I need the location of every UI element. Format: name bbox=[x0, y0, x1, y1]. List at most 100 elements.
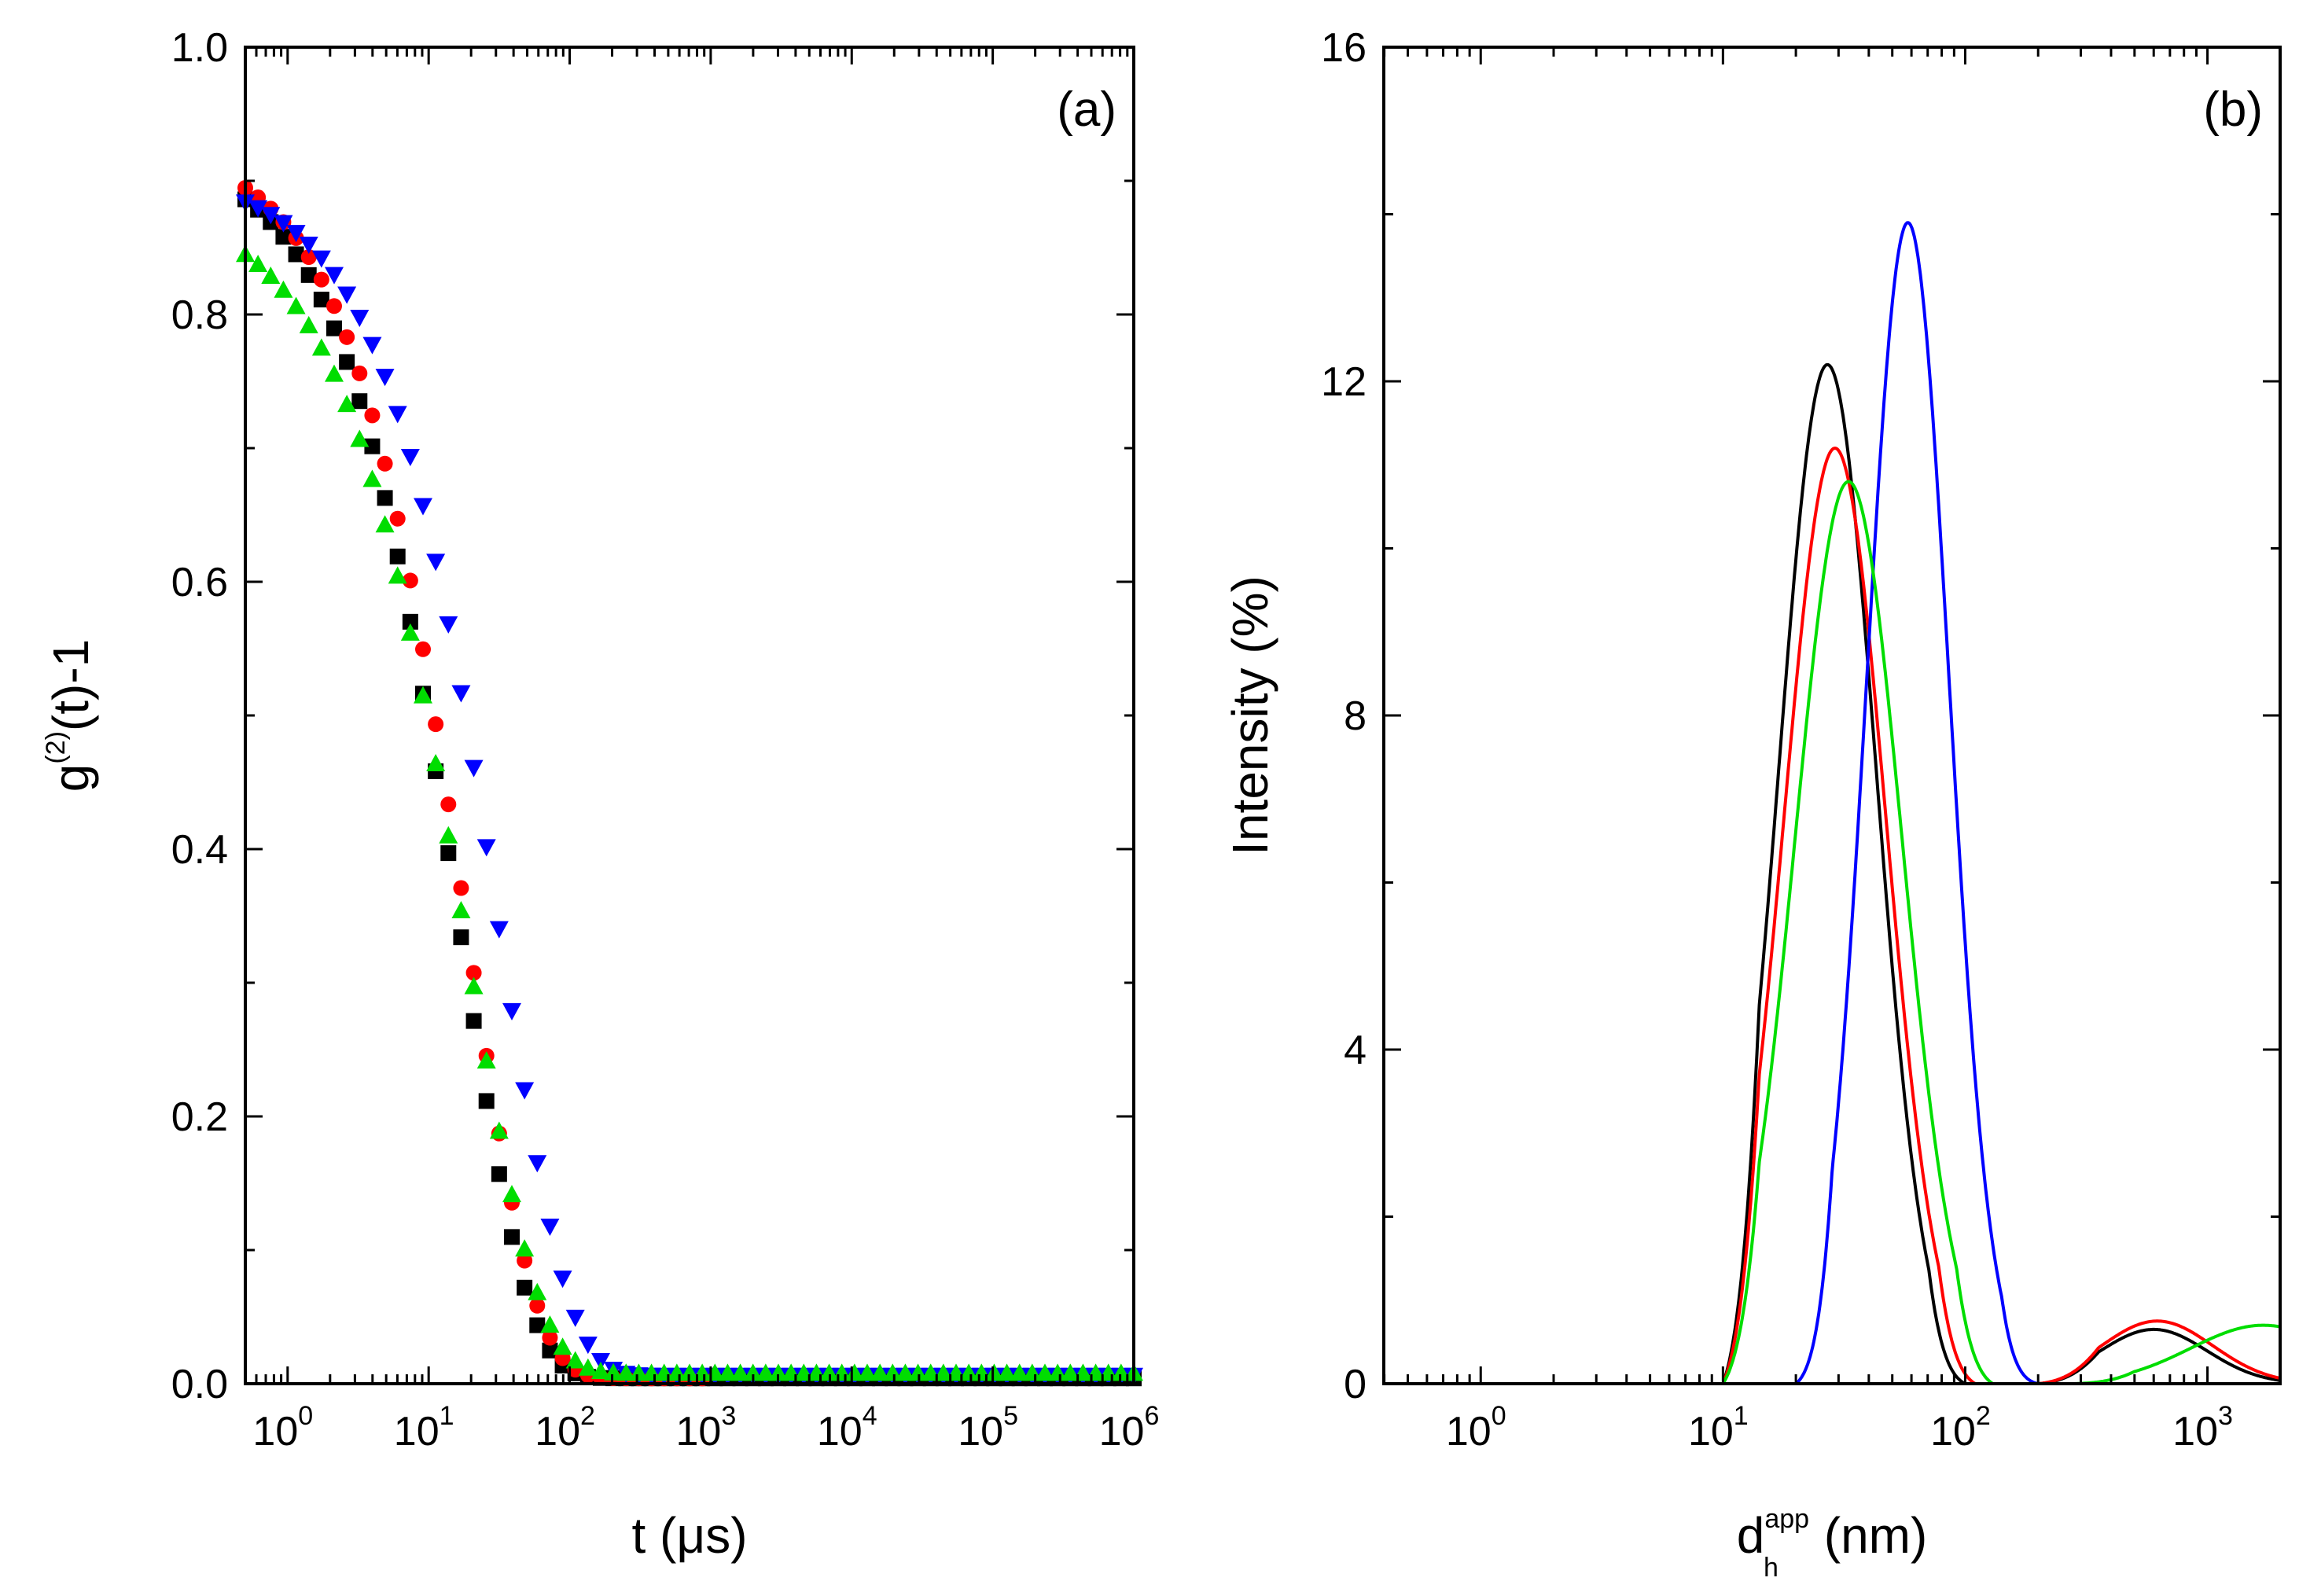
data-point-green bbox=[718, 1363, 738, 1381]
panel-b-xtick-label: 100 bbox=[1446, 1401, 1506, 1454]
data-point-blue bbox=[439, 616, 458, 634]
data-point-green bbox=[502, 1185, 521, 1203]
panel-b-xtick-label-exp: 2 bbox=[1976, 1401, 1991, 1431]
panel-a-label: (a) bbox=[1057, 83, 1116, 137]
data-point-blue bbox=[299, 236, 318, 254]
data-point-green bbox=[311, 338, 331, 356]
data-point-black bbox=[491, 1166, 507, 1182]
data-point-blue bbox=[325, 267, 344, 285]
data-point-green bbox=[616, 1363, 636, 1381]
data-point-red bbox=[440, 796, 457, 813]
data-point-blue bbox=[362, 336, 382, 355]
panel-a-xtick-label-base: 10 bbox=[252, 1409, 298, 1454]
data-point-blue bbox=[388, 406, 407, 424]
data-point-blue bbox=[451, 685, 471, 703]
data-point-green bbox=[350, 429, 370, 447]
data-point-black bbox=[504, 1229, 520, 1245]
data-point-green bbox=[591, 1362, 610, 1380]
panel-a-xtick-label-exp: 3 bbox=[721, 1401, 736, 1431]
panel-a-ytick-label: 1.0 bbox=[171, 25, 228, 71]
data-point-blue bbox=[578, 1337, 598, 1355]
data-point-green bbox=[261, 267, 281, 285]
panel-b-xtick-label-base: 10 bbox=[1446, 1409, 1492, 1454]
data-point-green bbox=[642, 1363, 661, 1381]
data-point-black bbox=[339, 354, 355, 370]
data-point-red bbox=[313, 271, 329, 288]
data-point-red bbox=[428, 716, 444, 733]
data-point-blue bbox=[311, 250, 331, 268]
series-blue bbox=[236, 194, 1143, 1385]
data-point-blue bbox=[502, 1002, 521, 1020]
data-point-blue bbox=[261, 207, 281, 225]
panel-a-xtick-label-exp: 6 bbox=[1144, 1401, 1159, 1431]
data-point-green bbox=[274, 280, 293, 298]
data-point-green bbox=[375, 515, 395, 533]
data-point-red bbox=[529, 1297, 546, 1314]
panel-a-xtick-label: 103 bbox=[676, 1401, 737, 1454]
data-point-blue bbox=[375, 369, 395, 387]
data-point-black bbox=[364, 438, 381, 454]
data-point-green bbox=[400, 623, 420, 641]
panel-a-y-axis-title: g(2)(t)-1 bbox=[41, 639, 99, 792]
data-point-green bbox=[1111, 1363, 1131, 1381]
data-point-black bbox=[465, 1013, 482, 1029]
data-point-blue bbox=[540, 1219, 560, 1237]
data-point-green bbox=[299, 315, 318, 333]
panel-a-data-points bbox=[236, 180, 1143, 1387]
data-point-red bbox=[326, 298, 342, 314]
panel-a-ytick-label: 0.6 bbox=[171, 560, 228, 605]
data-point-green bbox=[819, 1363, 839, 1381]
data-point-green bbox=[464, 976, 484, 995]
panel-b-xtick-label-base: 10 bbox=[1688, 1409, 1734, 1454]
data-point-green bbox=[439, 826, 458, 844]
panel-a-ytick-label: 0.8 bbox=[171, 292, 228, 338]
data-point-green bbox=[248, 255, 268, 273]
data-point-black bbox=[453, 929, 469, 946]
data-point-green bbox=[959, 1363, 979, 1381]
panel-b-xtick-label-exp: 0 bbox=[1492, 1401, 1506, 1431]
panel-a-y-axis-title-base: g bbox=[42, 764, 99, 792]
data-point-black bbox=[351, 393, 368, 410]
data-point-green bbox=[515, 1239, 535, 1257]
data-point-green bbox=[858, 1363, 877, 1381]
data-point-green bbox=[565, 1351, 585, 1369]
panel-b-xtick-label-base: 10 bbox=[2172, 1409, 2218, 1454]
data-point-green bbox=[286, 296, 306, 314]
data-point-black bbox=[440, 845, 457, 862]
panel-a-xtick-label: 105 bbox=[958, 1401, 1018, 1454]
panel-b-x-axis-title: dapp h (nm) bbox=[1737, 1504, 1928, 1583]
data-point-green bbox=[337, 395, 357, 413]
data-point-red bbox=[364, 407, 381, 424]
data-point-red bbox=[453, 880, 469, 896]
panel-b-xtick-label-exp: 3 bbox=[2218, 1401, 2233, 1431]
panel-a-ytick-label: 0.4 bbox=[171, 827, 228, 873]
panel-b-xtick-label: 102 bbox=[1930, 1401, 1991, 1454]
panel-b-ytick-label: 12 bbox=[1321, 359, 1367, 405]
data-point-blue bbox=[337, 286, 357, 304]
data-point-blue bbox=[476, 839, 496, 857]
data-point-blue bbox=[515, 1082, 535, 1100]
data-point-blue bbox=[426, 553, 446, 572]
panel-a-x-axis-title: t (μs) bbox=[631, 1507, 747, 1564]
panel-a-xtick-label-exp: 1 bbox=[440, 1401, 454, 1431]
panel-a-xtick-label: 104 bbox=[817, 1401, 877, 1454]
panel-a-xtick-label: 101 bbox=[394, 1401, 454, 1454]
data-point-black bbox=[326, 320, 342, 336]
panel-a-y-axis-title-sup: (2) bbox=[41, 731, 71, 764]
data-point-blue bbox=[274, 215, 293, 233]
data-point-red bbox=[389, 510, 406, 527]
panel-a-xtick-label-exp: 0 bbox=[298, 1401, 313, 1431]
data-point-green bbox=[476, 1051, 496, 1069]
panel-b-curves bbox=[1383, 221, 2281, 1385]
panel-a-xtick-label-base: 10 bbox=[1099, 1409, 1145, 1454]
data-point-green bbox=[325, 364, 344, 382]
data-point-black bbox=[377, 490, 393, 506]
data-point-black bbox=[275, 229, 292, 245]
panel-a-ytick-label: 0.2 bbox=[171, 1094, 228, 1140]
panel-a-xtick-label-base: 10 bbox=[958, 1409, 1003, 1454]
data-point-black bbox=[478, 1093, 495, 1109]
